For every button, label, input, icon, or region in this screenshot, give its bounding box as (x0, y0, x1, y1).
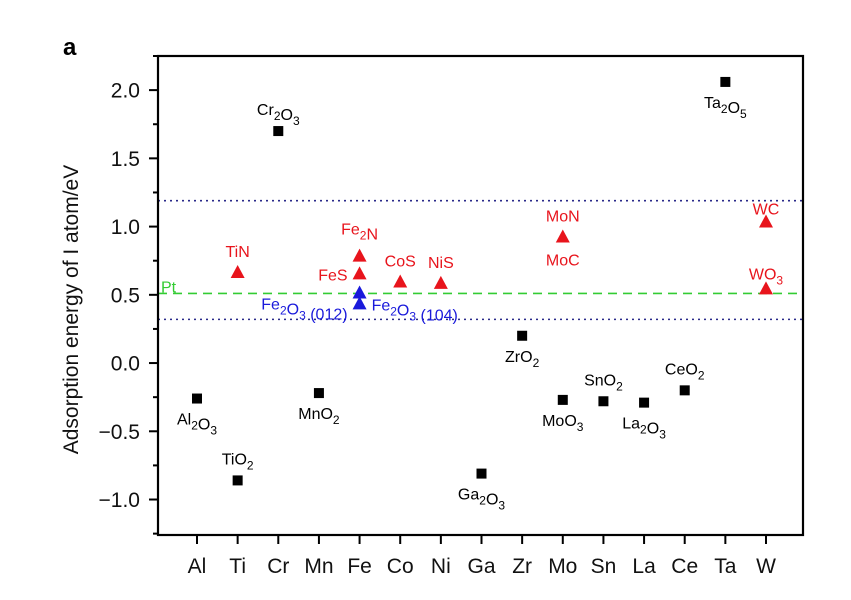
x-tick-label: Ti (229, 555, 246, 578)
y-tick-label: −1.0 (99, 489, 140, 512)
data-point-La2O3 (639, 397, 650, 408)
data-point-ZrO2 (517, 330, 528, 341)
data-point-Ga2O3 (476, 468, 487, 479)
data-point-CeO2 (679, 385, 690, 396)
x-tick-label: Cr (267, 555, 289, 578)
point-label: Al2O3 (177, 412, 217, 438)
y-tick-label: 0.0 (111, 353, 140, 376)
x-tick-label: Mo (548, 555, 577, 578)
y-tick-label: −0.5 (99, 421, 140, 444)
y-tick-label: 0.5 (111, 284, 140, 307)
reference-lines: Pt (158, 199, 803, 321)
data-point-TiO2 (232, 475, 243, 486)
y-tick-label: 1.5 (111, 148, 140, 171)
x-tick-label: Sn (591, 555, 617, 578)
point-label: Cr2O3 (257, 102, 300, 128)
data-point-MoN / MoC (555, 229, 570, 243)
data-point-NiS (433, 275, 448, 289)
x-axis: Al Ti Cr Mn Fe Co Ni Ga Zr Mo Sn La Ce Ta W (188, 535, 776, 578)
point-label: SnO2 (584, 372, 623, 393)
data-point-CoS (393, 274, 408, 288)
point-label: CoS (385, 254, 416, 271)
point-label: Ga2O3 (458, 487, 505, 513)
data-point-Fe2O3 (104) (352, 296, 367, 310)
point-label: WO3 (749, 266, 784, 287)
point-label: Fe2N (341, 222, 378, 244)
y-axis: −1.0 −0.5 0.0 0.5 1.0 1.5 2.0 (99, 55, 158, 535)
point-label: MoO3 (542, 413, 584, 434)
point-label: Fe2O3 (104) (372, 297, 458, 324)
x-tick-label: Fe (347, 555, 372, 578)
point-label: TiO2 (222, 451, 254, 472)
point-label: WC (753, 201, 780, 218)
data-point-Cr2O3 (273, 126, 284, 137)
data-point-TiN (230, 264, 245, 278)
data-point-MoO3 (557, 394, 568, 405)
point-label: Ta2O5 (704, 95, 747, 121)
y-tick-label: 1.0 (111, 216, 140, 239)
reference-line-label-Pt: Pt (161, 279, 177, 296)
point-label: FeS (318, 267, 347, 284)
point-label: ZrO2 (505, 349, 540, 370)
x-tick-label: La (632, 555, 656, 578)
x-tick-label: Ta (714, 555, 737, 578)
point-label: TiN (225, 244, 249, 261)
x-tick-label: Ga (467, 555, 495, 578)
x-tick-label: Zr (512, 555, 532, 578)
y-tick-label: 2.0 (111, 80, 140, 103)
x-tick-label: Mn (304, 555, 333, 578)
data-point-MnO2 (313, 388, 324, 399)
data-point-WC (759, 214, 773, 228)
data-point-SnO2 (598, 396, 609, 407)
x-tick-label: Co (387, 555, 414, 578)
data-point-WO3 (759, 281, 773, 295)
point-label: NiS (428, 255, 454, 272)
point-label: MoN (546, 209, 580, 226)
x-tick-label: Ce (671, 555, 698, 578)
x-tick-label: Ni (431, 555, 451, 578)
plot-frame (156, 54, 805, 537)
y-axis-title: Adsorption energy of I atom/eV (60, 165, 83, 455)
point-label: MnO2 (298, 406, 340, 427)
point-label: La2O3 (622, 416, 666, 442)
data-point-FeS (352, 266, 367, 280)
data-point-Al2O3 (192, 393, 202, 404)
point-label: MoC (546, 253, 580, 270)
data-points (192, 76, 773, 486)
panel-label: a (63, 34, 77, 61)
point-label: CeO2 (665, 361, 705, 382)
x-tick-label: Al (188, 555, 207, 578)
data-point-Fe2N (352, 248, 367, 262)
data-point-Ta2O5 (720, 76, 731, 87)
data-point-Fe2O3 (012) (352, 285, 367, 299)
point-label: Fe2O3 (012) (261, 296, 347, 323)
x-tick-label: W (756, 555, 776, 578)
